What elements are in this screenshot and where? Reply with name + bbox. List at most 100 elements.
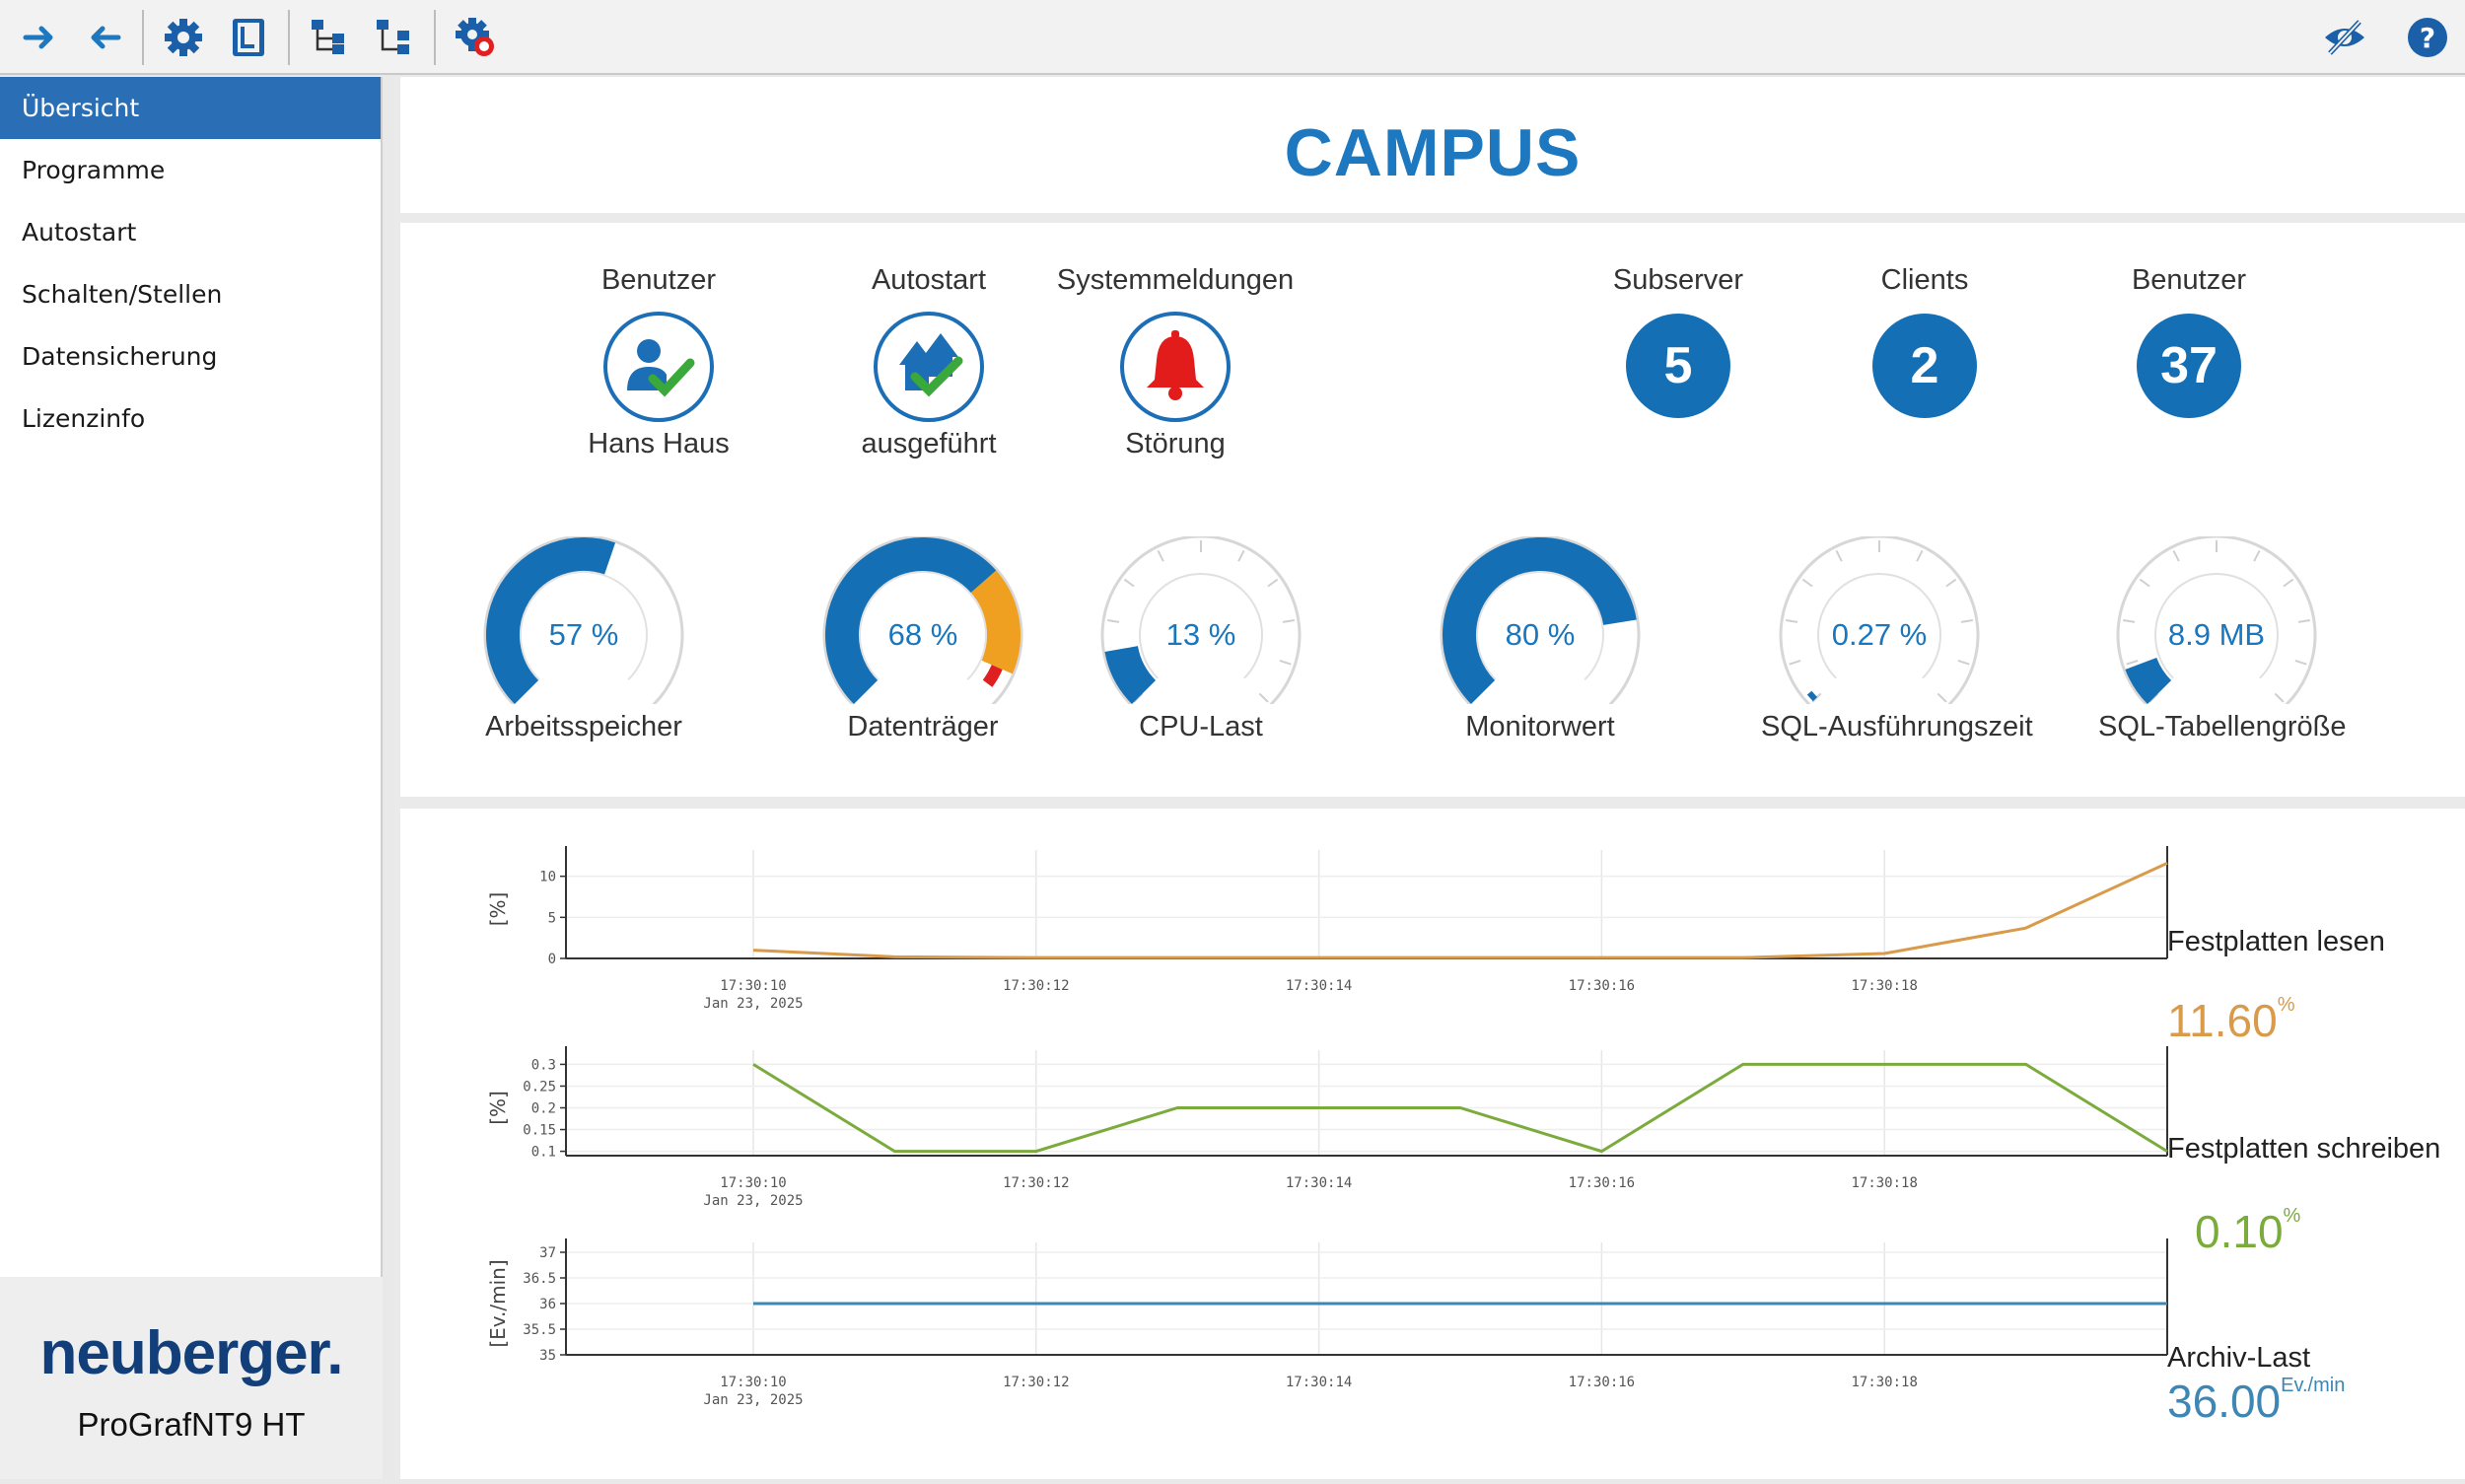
gauge-value: 0.27 % [1831,617,1928,652]
brand-panel: neuberger. ProGrafNT9 HT [0,1277,383,1479]
gauge-fill [1104,645,1157,705]
sidebar-item-programme[interactable]: Programme [22,156,166,184]
x-tick-label: 17:30:10 [720,1375,786,1390]
y-tick-label: 5 [548,910,556,926]
gauge-inner-ring [520,571,648,680]
gauge-alarm-band [982,665,1003,687]
help-icon[interactable]: ? [2402,12,2453,63]
sidebar-item-uebersicht[interactable]: Übersicht [0,77,381,139]
gauge-dial [1100,534,1302,706]
tree-collapse-icon[interactable] [369,12,420,63]
arrow-right-icon[interactable] [14,12,65,63]
autostart-check-icon[interactable] [874,312,984,422]
gauge-tick [1916,550,1924,562]
gauge-tick [1835,550,1843,562]
gauge-datentraeger[interactable]: 68 % Datenträger [805,534,1041,743]
x-tick-label: 17:30:14 [1286,1375,1352,1390]
count-label: Subserver [1612,264,1744,296]
gauge-label: Monitorwert [1465,711,1615,742]
status-value: Hans Haus [588,428,730,459]
status-systemmeldungen: Systemmeldungen Störung [1047,264,1303,460]
gauge-fill [486,537,616,704]
gauge-dial [1440,534,1641,706]
x-tick-label: 17:30:14 [1286,1175,1352,1191]
x-tick-label: 17:30:16 [1569,1175,1635,1191]
tree-expand-icon[interactable] [304,12,355,63]
gauge-tick [1945,578,1957,588]
gauge-monitorwert[interactable]: 80 % Monitorwert [1422,534,1658,743]
x-tick-label: 17:30:18 [1851,1175,1917,1191]
count-benutzer: Benutzer 37 [2090,264,2288,418]
status-benutzer: Benutzer Hans Haus [530,264,787,460]
gauge-tick [2253,550,2261,562]
user-check-icon[interactable] [603,312,714,422]
gauge-tick [1282,618,1295,623]
count-subserver: Subserver 5 [1580,264,1777,418]
y-axis-label: [Ev./min] [486,1259,510,1347]
gauge-inner-ring [2154,573,2279,679]
sidebar-item-schalten-stellen[interactable]: Schalten/Stellen [22,280,223,309]
gauge-fill [825,537,997,704]
gauge-value: 68 % [887,617,958,652]
product-name: ProGrafNT9 HT [77,1406,306,1443]
gauge-tick [1258,692,1269,703]
status-label: Systemmeldungen [1056,264,1295,296]
title-panel: CAMPUS [400,77,2465,213]
gauge-inner-ring [859,571,987,680]
gauge-sql-ausfuehrungszeit[interactable]: 0.27 % SQL-Ausführungszeit [1761,534,2033,743]
arrow-left-icon[interactable] [79,12,130,63]
status-label: Benutzer [600,264,717,296]
gauge-tick [1267,578,1279,588]
gauge-dial [822,534,1023,706]
gauge-tick [2283,578,2294,588]
sidebar-item-lizenzinfo[interactable]: Lizenzinfo [22,404,146,433]
y-tick-label: 0.1 [531,1145,556,1161]
gear-icon[interactable] [158,12,209,63]
status-value: ausgeführt [861,428,997,459]
gauge-fill [1443,537,1637,704]
count-badge[interactable]: 2 [1872,314,1977,418]
x-tick-sublabel: Jan 23, 2025 [703,1193,803,1209]
gauge-tick [2274,692,2285,703]
x-tick-label: 17:30:14 [1286,978,1352,994]
gauge-warn-band [970,570,1021,674]
x-tick-sublabel: Jan 23, 2025 [703,996,803,1012]
gauge-inner-ring [1139,573,1263,679]
gauge-tick [1279,660,1292,666]
gauge-tick [2126,660,2139,666]
gauge-label: SQL-Tabellengröße [2098,711,2347,742]
gauge-dial [2116,534,2317,706]
gauge-tick [1937,692,1947,703]
brand-logo: neuberger. [39,1319,344,1387]
y-tick-label: 0.15 [523,1123,556,1139]
gauge-dial [483,534,684,706]
svg-text:?: ? [2420,22,2435,54]
y-tick-label: 0.3 [531,1057,556,1073]
gauge-tick [1237,550,1245,562]
sidebar-item-autostart[interactable]: Autostart [22,218,137,247]
x-tick-label: 17:30:12 [1003,1375,1069,1390]
sidebar-item-datensicherung[interactable]: Datensicherung [22,342,218,371]
gauge-track [1440,534,1641,706]
series-line [752,1062,2168,1154]
gauge-cpu-last[interactable]: 13 % CPU-Last [1083,534,1319,743]
status-panel: Benutzer Hans Haus Autostart ausgeführt [400,223,2465,797]
alarm-bell-icon[interactable] [1120,312,1231,422]
visibility-off-icon[interactable] [2319,12,2370,63]
y-tick-label: 0.2 [531,1101,556,1117]
gauge-tick [2172,550,2180,562]
gear-stop-icon[interactable] [450,12,501,63]
gauge-tick [1801,578,1813,588]
gauge-track [1100,534,1302,706]
x-tick-label: 17:30:16 [1569,1375,1635,1390]
trend-charts: 0 5 10 [%] 17:30:10 Jan 23, 2025 17:30:12 17:30… [486,846,2168,1408]
gauge-arbeitsspeicher[interactable]: 57 % Arbeitsspeicher [465,534,702,743]
gauge-tick [1811,692,1822,703]
count-badge[interactable]: 5 [1626,314,1730,418]
gauge-sql-tabellengroesse[interactable]: 8.9 MB SQL-Tabellengröße [2098,534,2347,743]
count-label: Benutzer [2131,264,2247,296]
x-tick-label: 17:30:18 [1851,1375,1917,1390]
gauge-tick [1960,618,1973,623]
license-icon[interactable] [223,12,274,63]
count-badge[interactable]: 37 [2137,314,2241,418]
